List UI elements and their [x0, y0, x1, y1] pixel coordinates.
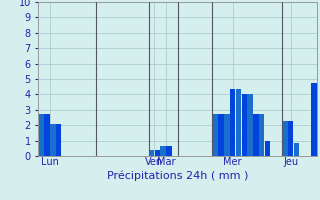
Bar	[160, 146, 166, 156]
X-axis label: Précipitations 24h ( mm ): Précipitations 24h ( mm )	[107, 170, 248, 181]
Bar	[155, 150, 160, 156]
Bar	[166, 146, 172, 156]
Bar	[212, 114, 218, 156]
Bar	[224, 114, 229, 156]
Bar	[247, 94, 253, 156]
Bar	[149, 150, 154, 156]
Bar	[50, 124, 56, 156]
Bar	[44, 114, 50, 156]
Bar	[253, 114, 259, 156]
Bar	[288, 121, 293, 156]
Bar	[311, 83, 316, 156]
Bar	[56, 124, 61, 156]
Bar	[294, 143, 299, 156]
Bar	[230, 89, 236, 156]
Bar	[236, 89, 241, 156]
Bar	[39, 114, 44, 156]
Bar	[282, 121, 288, 156]
Bar	[219, 114, 224, 156]
Bar	[265, 141, 270, 156]
Bar	[242, 94, 247, 156]
Bar	[259, 114, 264, 156]
